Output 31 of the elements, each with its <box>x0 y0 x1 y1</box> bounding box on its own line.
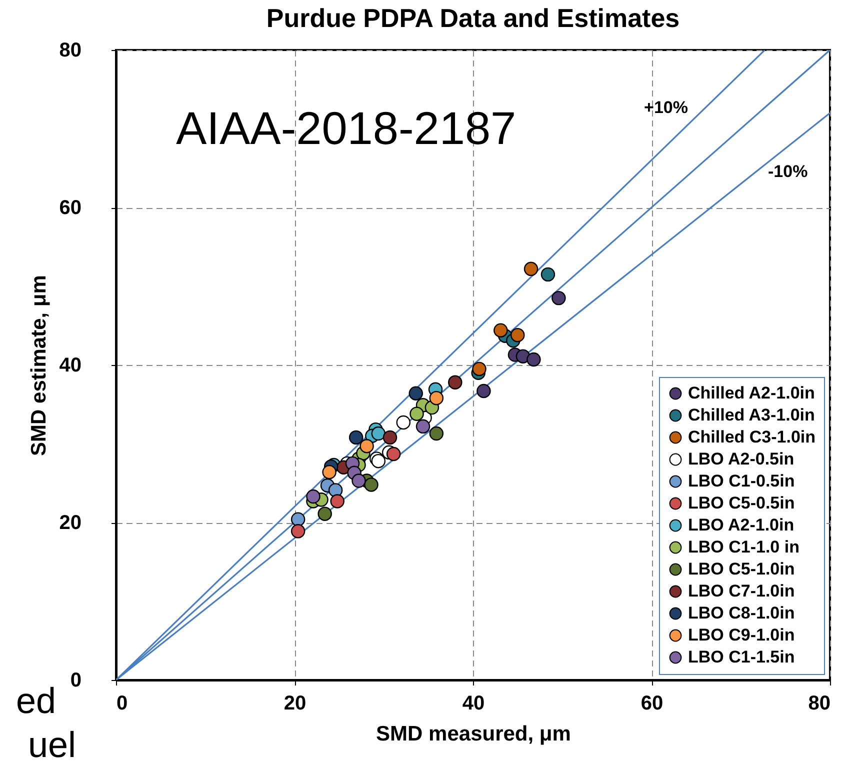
legend-label: LBO A2-1.0in <box>688 516 794 534</box>
text: uel <box>28 724 76 765</box>
y-tick-label: 60 <box>59 197 82 219</box>
legend-label: LBO C9-1.0in <box>688 626 795 644</box>
legend-label: Chilled C3-1.0in <box>688 428 816 446</box>
x-tick-label: 60 <box>640 692 664 714</box>
x-tick-label: 40 <box>462 692 485 714</box>
legend-label: LBO C1-1.0 in <box>688 538 800 556</box>
annotation: AIAA-2018-2187 <box>176 102 516 154</box>
y-tick-label: 40 <box>59 354 82 376</box>
legend-label: LBO C5-1.0in <box>688 560 795 578</box>
x-tick-label: 80 <box>808 692 830 714</box>
legend-label: LBO A2-0.5in <box>688 450 794 468</box>
legend-label: LBO C8-1.0in <box>688 604 795 622</box>
text: ed <box>16 680 56 721</box>
y-axis-title: SMD estimate, μm <box>27 275 50 456</box>
x-axis-title: SMD measured, μm <box>376 722 571 746</box>
y-tick-label: 20 <box>59 512 82 534</box>
legend-label: Chilled A3-1.0in <box>688 406 815 424</box>
x-tick-label: 20 <box>284 692 306 714</box>
y-tick-label: 0 <box>70 670 82 692</box>
legend-label: LBO C1-0.5in <box>688 472 795 490</box>
chart-title: Purdue PDPA Data and Estimates <box>266 3 680 33</box>
annotation: -10% <box>768 162 808 181</box>
legend-label: LBO C7-1.0in <box>688 582 795 600</box>
annotation: +10% <box>644 98 688 117</box>
y-tick-label: 80 <box>59 40 82 62</box>
legend-label: Chilled A2-1.0in <box>688 384 815 402</box>
x-tick-label: 0 <box>116 692 128 714</box>
legend-label: LBO C1-1.5in <box>688 648 795 666</box>
legend-label: LBO C5-0.5in <box>688 494 795 512</box>
